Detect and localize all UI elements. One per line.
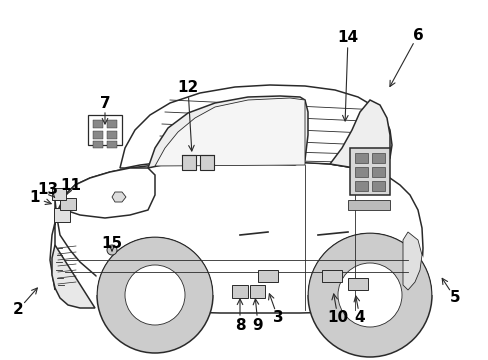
Bar bbox=[107, 120, 117, 128]
Bar bbox=[93, 141, 103, 148]
Bar bbox=[93, 131, 103, 139]
Polygon shape bbox=[329, 100, 389, 172]
Polygon shape bbox=[50, 160, 422, 313]
Circle shape bbox=[337, 263, 401, 327]
Bar bbox=[182, 155, 196, 170]
Text: 1: 1 bbox=[30, 190, 40, 206]
Bar bbox=[54, 208, 70, 222]
Bar bbox=[354, 181, 367, 191]
Bar bbox=[354, 153, 367, 163]
Text: 10: 10 bbox=[327, 310, 348, 325]
Text: 12: 12 bbox=[177, 81, 198, 95]
Bar bbox=[231, 285, 247, 298]
Bar bbox=[93, 120, 103, 128]
Bar bbox=[321, 270, 341, 282]
Text: 13: 13 bbox=[38, 183, 59, 198]
Bar bbox=[371, 167, 384, 177]
Circle shape bbox=[125, 265, 184, 325]
Text: 3: 3 bbox=[272, 310, 283, 325]
Text: 2: 2 bbox=[13, 302, 23, 318]
Bar bbox=[349, 148, 389, 195]
Polygon shape bbox=[120, 85, 391, 172]
Circle shape bbox=[107, 245, 117, 255]
Bar bbox=[371, 181, 384, 191]
Bar bbox=[249, 285, 264, 298]
Bar bbox=[347, 278, 367, 290]
Text: 14: 14 bbox=[337, 31, 358, 45]
Text: 8: 8 bbox=[234, 318, 245, 333]
Text: 11: 11 bbox=[61, 177, 81, 193]
Bar bbox=[347, 200, 389, 210]
Polygon shape bbox=[155, 98, 305, 166]
Bar bbox=[200, 155, 214, 170]
Bar bbox=[258, 270, 278, 282]
Text: 15: 15 bbox=[101, 235, 122, 251]
Bar bbox=[354, 167, 367, 177]
Polygon shape bbox=[148, 96, 307, 168]
Polygon shape bbox=[112, 192, 126, 202]
Bar bbox=[52, 188, 66, 200]
Text: 5: 5 bbox=[449, 291, 459, 306]
Bar bbox=[107, 131, 117, 139]
Text: 9: 9 bbox=[252, 318, 263, 333]
Text: 7: 7 bbox=[100, 95, 110, 111]
Bar bbox=[88, 115, 122, 145]
Circle shape bbox=[307, 233, 431, 357]
Bar bbox=[107, 141, 117, 148]
Polygon shape bbox=[52, 245, 95, 308]
Text: 4: 4 bbox=[354, 310, 365, 325]
Polygon shape bbox=[65, 168, 155, 218]
Bar bbox=[371, 153, 384, 163]
Bar bbox=[60, 198, 76, 210]
Text: 6: 6 bbox=[412, 27, 423, 42]
Polygon shape bbox=[402, 232, 421, 290]
Circle shape bbox=[97, 237, 213, 353]
